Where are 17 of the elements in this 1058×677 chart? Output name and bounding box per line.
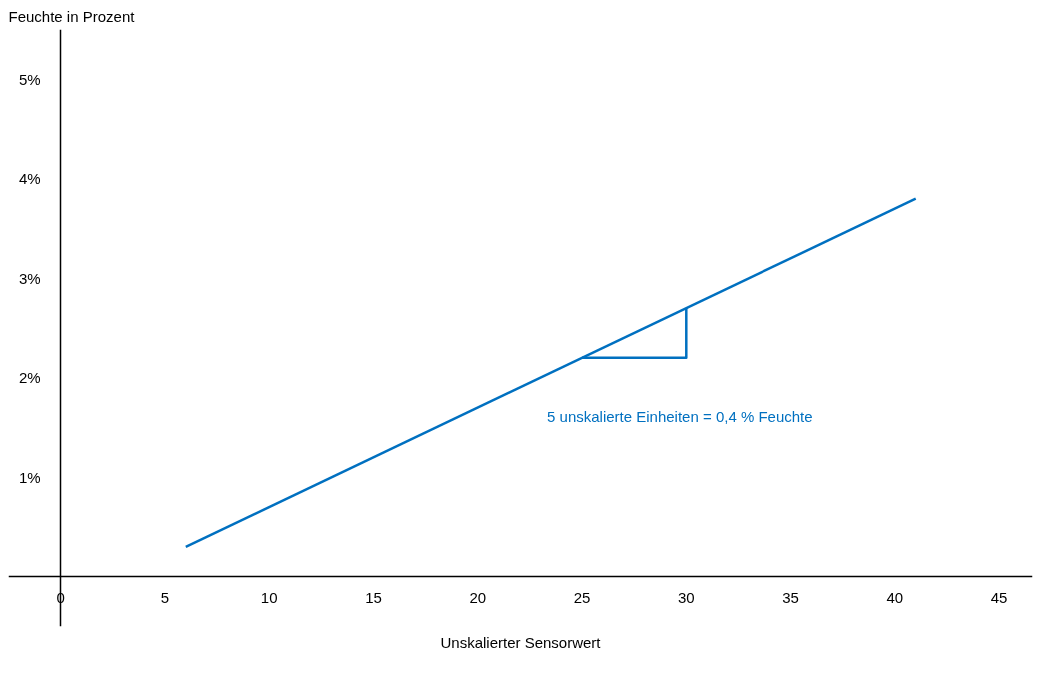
- y-axis-title: Feuchte in Prozent: [8, 7, 136, 25]
- y-tick-label: 2%: [18, 369, 41, 387]
- x-tick-label: 40: [886, 588, 904, 606]
- x-tick-label: 35: [782, 588, 799, 606]
- y-tick-label: 4%: [18, 170, 41, 188]
- x-tick-label: 5: [160, 588, 170, 606]
- x-tick-label: 15: [365, 588, 382, 606]
- y-tick-label: 3%: [18, 269, 41, 287]
- x-tick-label: 45: [990, 588, 1008, 606]
- annotation: 5 unskalierte Einheiten = 0,4 % Feuchte: [547, 408, 813, 425]
- x-tick-label: 30: [677, 588, 695, 606]
- x-tick-label: 25: [573, 588, 591, 606]
- x-axis-title: Unskalierter Sensorwert: [440, 633, 602, 651]
- x-tick-label: 10: [260, 588, 278, 606]
- y-tick-label: 5%: [18, 70, 41, 88]
- y-tick-label: 1%: [18, 468, 41, 486]
- x-tick-label: 20: [469, 588, 487, 606]
